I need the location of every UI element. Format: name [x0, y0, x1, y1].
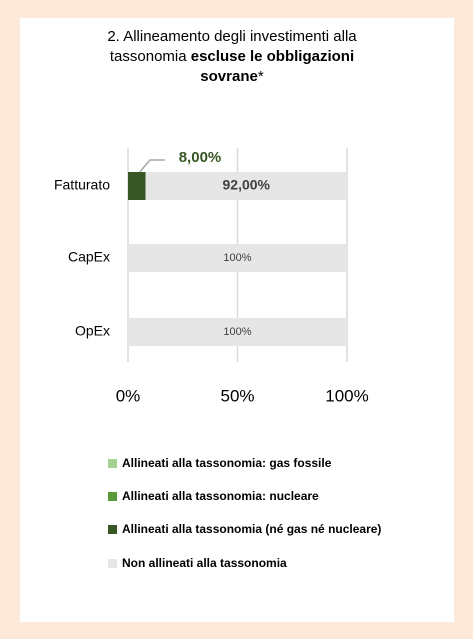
y-tick-label: CapEx — [68, 249, 110, 265]
title-run: sovrane — [200, 68, 258, 85]
data-label: 100% — [223, 252, 251, 264]
title-line: 2. Allineamento degli investimenti alla — [107, 28, 357, 45]
leader-line — [139, 159, 165, 173]
legend-swatch — [108, 525, 117, 534]
legend-swatch — [108, 459, 117, 468]
bar-segment — [128, 244, 347, 272]
y-tick-label: OpEx — [75, 323, 110, 339]
bar-segment — [128, 318, 347, 346]
title-line: tassonomia escluse le obbligazioni — [110, 48, 354, 65]
legend-swatch — [108, 492, 117, 501]
chart-title: 2. Allineamento degli investimenti alla … — [107, 28, 357, 85]
bar-segment — [145, 172, 347, 200]
title-run: * — [258, 68, 264, 85]
title-run: escluse le obbligazioni — [191, 48, 354, 65]
legend-label: Non allineati alla tassonomia — [122, 556, 287, 570]
legend-label: Allineati alla tassonomia (né gas né nuc… — [122, 522, 381, 536]
legend-swatch — [108, 559, 117, 568]
title-line: sovrane* — [200, 68, 264, 85]
legend-label: Allineati alla tassonomia: nucleare — [122, 489, 319, 503]
y-tick-label: Fatturato — [54, 177, 110, 193]
data-label: 8,00% — [179, 149, 222, 166]
data-label: 100% — [223, 326, 251, 338]
title-run: tassonomia — [110, 48, 191, 65]
x-tick-label: 0% — [116, 386, 141, 405]
bar-segment — [128, 172, 146, 200]
legend-label: Allineati alla tassonomia: gas fossile — [122, 456, 332, 470]
data-label: 92,00% — [223, 177, 271, 193]
x-tick-label: 100% — [325, 386, 368, 405]
x-tick-label: 50% — [220, 386, 254, 405]
